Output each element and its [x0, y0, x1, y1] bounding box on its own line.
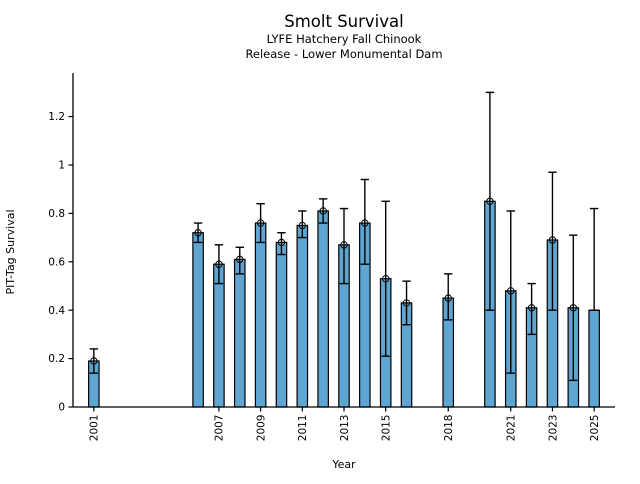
bar-2010	[275, 241, 288, 408]
x-tick-label-2023: 2023	[547, 415, 559, 442]
bar-2006	[192, 232, 204, 408]
x-tick-label-2013: 2013	[339, 415, 351, 442]
bar-2011	[296, 224, 309, 408]
x-tick-label-2001: 2001	[89, 415, 101, 442]
point-marker-2016	[402, 299, 411, 307]
bar-2025	[588, 309, 600, 408]
point-marker-2011	[298, 221, 307, 230]
point-marker-2008	[236, 255, 244, 264]
y-tick-label-0.8: 0.8	[48, 208, 65, 220]
y-tick-label-1.2: 1.2	[48, 111, 65, 123]
x-tick-label-2015: 2015	[380, 415, 392, 442]
x-tick-label-2025: 2025	[589, 415, 601, 442]
point-marker-2009	[256, 219, 265, 227]
x-tick-label-2007: 2007	[214, 415, 226, 442]
point-marker-2020	[486, 197, 494, 205]
chart-title: Smolt Survival	[284, 12, 403, 31]
point-marker-2006	[194, 229, 202, 237]
bar-2009	[254, 222, 267, 408]
y-tick-label-0.6: 0.6	[48, 256, 65, 268]
chart-subtitle-line1: LYFE Hatchery Fall Chinook	[267, 32, 422, 46]
x-tick-label-2011: 2011	[297, 415, 309, 442]
bar-2008	[233, 258, 246, 408]
point-marker-2015	[381, 275, 390, 283]
y-tick-label-1: 1	[58, 160, 65, 172]
point-marker-2007	[215, 260, 223, 268]
point-marker-2013	[340, 241, 348, 249]
y-tick-label-0.4: 0.4	[48, 305, 65, 317]
point-marker-2001	[90, 357, 98, 365]
markers-group	[90, 197, 578, 365]
x-tick-label-2018: 2018	[443, 415, 455, 442]
point-marker-2010	[277, 238, 286, 247]
point-marker-2018	[444, 294, 452, 302]
point-marker-2022	[527, 304, 536, 312]
y-axis-label: PIT-Tag Survival	[4, 209, 17, 294]
point-marker-2012	[319, 207, 327, 215]
x-axis-label: Year	[331, 458, 356, 471]
bar-2007	[213, 263, 225, 408]
bar-2012	[317, 210, 329, 408]
point-marker-2021	[507, 287, 515, 295]
point-marker-2023	[548, 236, 557, 244]
axes-group: 0 0.2 0.4 0.6 0.8 1 1.2 2001 2007 2009 2011 2013 201…	[48, 73, 615, 441]
y-tick-label-0: 0	[58, 402, 65, 414]
x-tick-label-2009: 2009	[255, 415, 267, 442]
x-tick-label-2021: 2021	[506, 415, 518, 442]
point-marker-2024	[569, 304, 578, 312]
error-bars-group	[89, 91, 599, 382]
y-tick-label-0.2: 0.2	[48, 353, 65, 365]
point-marker-2014	[361, 219, 369, 227]
chart-subtitle-line2: Release - Lower Monumental Dam	[245, 47, 442, 61]
